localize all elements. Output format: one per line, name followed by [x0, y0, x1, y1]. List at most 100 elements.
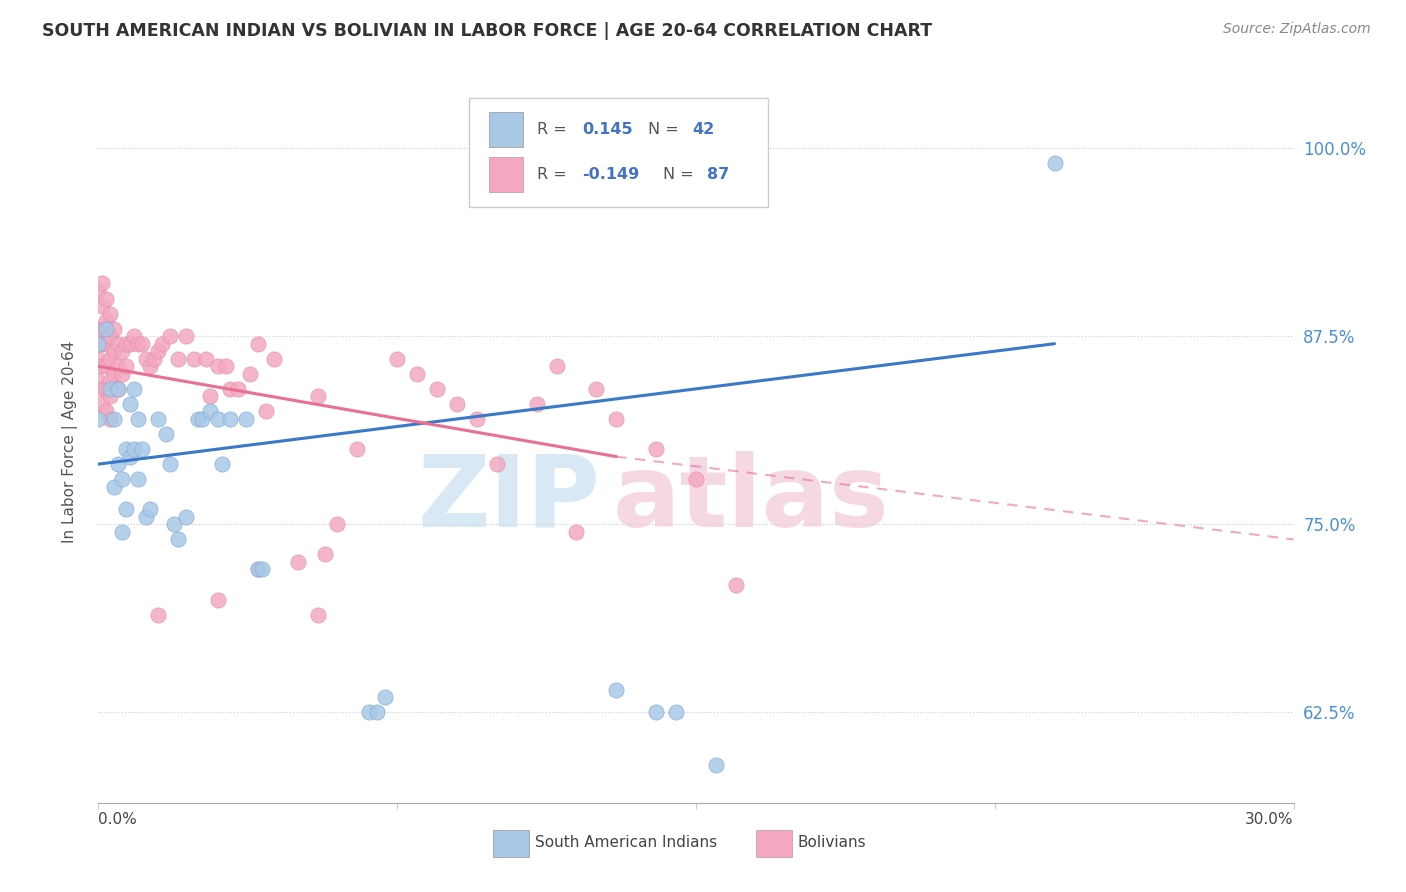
Point	[120, 397, 142, 411]
Point	[307, 389, 329, 403]
Point	[724, 577, 747, 591]
Point	[111, 472, 134, 486]
Point	[91, 397, 114, 411]
Point	[107, 382, 129, 396]
Point	[426, 382, 449, 396]
Point	[585, 382, 607, 396]
Point	[139, 359, 162, 374]
Point	[107, 382, 129, 396]
Point	[246, 562, 269, 576]
Point	[111, 524, 134, 539]
Point	[645, 706, 668, 720]
Point	[246, 336, 269, 351]
Point	[148, 344, 170, 359]
Point	[239, 367, 262, 381]
Point	[246, 562, 269, 576]
Text: N =: N =	[662, 167, 699, 182]
Point	[406, 367, 429, 381]
Text: 30.0%: 30.0%	[1246, 812, 1294, 827]
Point	[103, 321, 125, 335]
Point	[326, 517, 349, 532]
Point	[219, 382, 242, 396]
Point	[250, 562, 273, 576]
Point	[115, 336, 138, 351]
Point	[446, 397, 468, 411]
Text: atlas: atlas	[613, 450, 889, 548]
Point	[211, 457, 233, 471]
Text: -0.149: -0.149	[582, 167, 640, 182]
Point	[87, 284, 110, 298]
Point	[103, 412, 125, 426]
FancyBboxPatch shape	[756, 830, 792, 857]
Point	[120, 450, 142, 464]
Point	[103, 344, 125, 359]
Point	[546, 359, 568, 374]
Point	[465, 412, 488, 426]
Text: 0.0%: 0.0%	[98, 812, 138, 827]
Text: N =: N =	[648, 122, 685, 136]
FancyBboxPatch shape	[489, 157, 523, 192]
Point	[115, 359, 138, 374]
Point	[346, 442, 368, 456]
Point	[287, 555, 309, 569]
Point	[96, 292, 118, 306]
Point	[198, 389, 221, 403]
Point	[215, 359, 238, 374]
Point	[87, 374, 110, 388]
Point	[87, 351, 110, 366]
Point	[374, 690, 396, 705]
Point	[111, 367, 134, 381]
Point	[167, 351, 190, 366]
Point	[307, 607, 329, 622]
Point	[226, 382, 249, 396]
Point	[91, 299, 114, 313]
Text: ZIP: ZIP	[418, 450, 600, 548]
Point	[98, 382, 122, 396]
Point	[605, 682, 627, 697]
Point	[96, 336, 118, 351]
Point	[103, 367, 125, 381]
Text: 0.145: 0.145	[582, 122, 633, 136]
Point	[207, 412, 229, 426]
Point	[91, 359, 114, 374]
Point	[96, 359, 118, 374]
Point	[131, 336, 153, 351]
Point	[198, 404, 221, 418]
FancyBboxPatch shape	[470, 98, 768, 207]
Point	[91, 277, 114, 291]
Point	[98, 329, 122, 343]
FancyBboxPatch shape	[494, 830, 529, 857]
Point	[155, 427, 177, 442]
Point	[485, 457, 508, 471]
Point	[115, 502, 138, 516]
Point	[98, 374, 122, 388]
Point	[91, 336, 114, 351]
Text: South American Indians: South American Indians	[534, 835, 717, 850]
Point	[127, 336, 149, 351]
Text: SOUTH AMERICAN INDIAN VS BOLIVIAN IN LABOR FORCE | AGE 20-64 CORRELATION CHART: SOUTH AMERICAN INDIAN VS BOLIVIAN IN LAB…	[42, 22, 932, 40]
Point	[120, 336, 142, 351]
Text: Source: ZipAtlas.com: Source: ZipAtlas.com	[1223, 22, 1371, 37]
Point	[135, 509, 157, 524]
Text: R =: R =	[537, 167, 572, 182]
Point	[135, 351, 157, 366]
Point	[91, 382, 114, 396]
Point	[565, 524, 588, 539]
Point	[605, 412, 627, 426]
Point	[315, 548, 337, 562]
Point	[366, 706, 388, 720]
Point	[107, 359, 129, 374]
Point	[127, 412, 149, 426]
Text: Bolivians: Bolivians	[797, 835, 866, 850]
Point	[385, 351, 409, 366]
Point	[98, 307, 122, 321]
Point	[645, 442, 668, 456]
Point	[195, 351, 218, 366]
Point	[98, 351, 122, 366]
Point	[98, 389, 122, 403]
Point	[91, 321, 114, 335]
Point	[159, 457, 181, 471]
Point	[96, 314, 118, 328]
Point	[263, 351, 285, 366]
Point	[219, 412, 242, 426]
